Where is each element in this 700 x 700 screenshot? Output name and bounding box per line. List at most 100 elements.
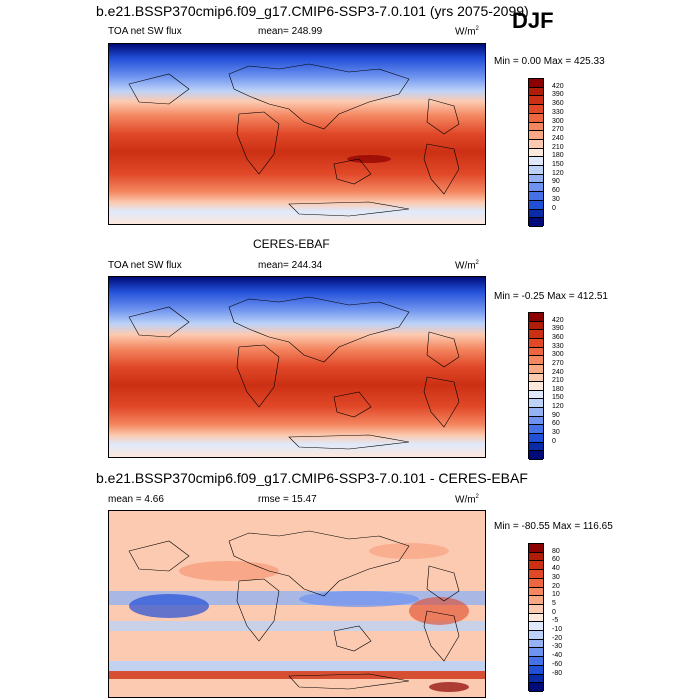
colorbar-tick-label: 20 xyxy=(552,582,560,590)
colorbar-tick-label: 210 xyxy=(552,143,564,151)
panel2-map-svg xyxy=(109,277,485,457)
colorbar-segment xyxy=(529,613,543,623)
colorbar-tick-label: 90 xyxy=(552,178,560,186)
colorbar-tick-label: 10 xyxy=(552,591,560,599)
colorbar-segment xyxy=(529,218,543,227)
colorbar-tick-label: -80 xyxy=(552,669,563,677)
panel1-colorbar xyxy=(528,78,544,227)
colorbar-segment xyxy=(529,434,543,443)
panel3-units-label: W/m2 xyxy=(455,494,479,506)
colorbar-segment xyxy=(529,622,543,632)
colorbar-segment xyxy=(529,209,543,219)
colorbar-tick-label: 0 xyxy=(552,437,556,445)
colorbar-tick-label: 240 xyxy=(552,368,564,376)
colorbar-segment xyxy=(529,587,543,597)
colorbar-tick-label: 5 xyxy=(552,599,556,607)
colorbar-segment xyxy=(529,148,543,158)
colorbar-segment xyxy=(529,113,543,123)
colorbar-tick-label: 90 xyxy=(552,411,560,419)
panel1-maximum-region xyxy=(347,155,391,163)
colorbar-segment xyxy=(529,183,543,193)
colorbar-segment xyxy=(529,544,543,553)
colorbar-segment xyxy=(529,373,543,383)
colorbar-tick-label: -60 xyxy=(552,660,563,668)
colorbar-tick-label: 360 xyxy=(552,333,564,341)
colorbar-tick-label: 30 xyxy=(552,573,560,581)
panel1-variable-label: TOA net SW flux xyxy=(108,26,182,37)
colorbar-tick-label: 360 xyxy=(552,100,564,108)
colorbar-segment xyxy=(529,321,543,331)
colorbar-tick-label: -5 xyxy=(552,617,559,625)
colorbar-segment xyxy=(529,425,543,435)
colorbar-tick-label: 180 xyxy=(552,152,564,160)
colorbar-tick-label: 390 xyxy=(552,91,564,99)
colorbar-segment xyxy=(529,578,543,588)
panel1-field xyxy=(109,44,485,224)
colorbar-tick-label: 300 xyxy=(552,351,564,359)
colorbar-tick-label: 270 xyxy=(552,359,564,367)
panel2-title: CERES-EBAF xyxy=(253,237,330,251)
panel2-coastlines xyxy=(128,296,460,450)
panel2-minmax-label: Min = -0.25 Max = 412.51 xyxy=(494,291,608,302)
colorbar-segment xyxy=(529,399,543,409)
colorbar-segment xyxy=(529,570,543,579)
colorbar-tick-label: 420 xyxy=(552,316,564,324)
colorbar-segment xyxy=(529,356,543,365)
colorbar-segment xyxy=(529,105,543,114)
colorbar-segment xyxy=(529,596,543,605)
panel2-colorbar xyxy=(528,312,544,460)
colorbar-segment xyxy=(529,347,543,357)
colorbar-segment xyxy=(529,639,543,649)
colorbar-tick-label: 30 xyxy=(552,195,560,203)
colorbar-tick-label: 60 xyxy=(552,420,560,428)
panel2-map xyxy=(108,276,486,458)
colorbar-tick-label: 120 xyxy=(552,403,564,411)
colorbar-segment xyxy=(529,174,543,184)
panel3-title: b.e21.BSSP370cmip6.f09_g17.CMIP6-SSP3-7.… xyxy=(96,470,528,486)
colorbar-segment xyxy=(529,79,543,88)
colorbar-tick-label: -10 xyxy=(552,626,563,634)
colorbar-tick-label: 330 xyxy=(552,108,564,116)
colorbar-tick-label: 60 xyxy=(552,187,560,195)
colorbar-segment xyxy=(529,87,543,97)
colorbar-segment xyxy=(529,330,543,339)
colorbar-segment xyxy=(529,683,543,692)
panel3-colorbar xyxy=(528,543,544,692)
panel3-rmse-label: rmse = 15.47 xyxy=(258,494,317,505)
panel2-variable-label: TOA net SW flux xyxy=(108,260,182,271)
panel3-map xyxy=(108,510,486,698)
colorbar-tick-label: 0 xyxy=(552,608,556,616)
colorbar-tick-label: 330 xyxy=(552,342,564,350)
panel3-mean-label: mean = 4.66 xyxy=(108,494,164,505)
panel1-title: b.e21.BSSP370cmip6.f09_g17.CMIP6-SSP3-7.… xyxy=(96,3,529,19)
colorbar-segment xyxy=(529,657,543,666)
colorbar-segment xyxy=(529,139,543,149)
colorbar-tick-label: -20 xyxy=(552,634,563,642)
colorbar-tick-label: 180 xyxy=(552,385,564,393)
colorbar-tick-label: 300 xyxy=(552,117,564,125)
colorbar-tick-label: 150 xyxy=(552,161,564,169)
colorbar-segment xyxy=(529,408,543,417)
panel1-map xyxy=(108,43,486,225)
colorbar-segment xyxy=(529,166,543,175)
colorbar-tick-label: 270 xyxy=(552,126,564,134)
colorbar-segment xyxy=(529,552,543,562)
panel3-minmax-label: Min = -80.55 Max = 116.65 xyxy=(494,521,613,532)
colorbar-tick-label: 420 xyxy=(552,82,564,90)
colorbar-segment xyxy=(529,192,543,201)
colorbar-segment xyxy=(529,157,543,167)
colorbar-segment xyxy=(529,442,543,452)
colorbar-tick-label: 210 xyxy=(552,377,564,385)
colorbar-segment xyxy=(529,674,543,684)
colorbar-tick-label: 240 xyxy=(552,134,564,142)
colorbar-segment xyxy=(529,390,543,400)
colorbar-segment xyxy=(529,313,543,322)
panel2-mean-label: mean= 244.34 xyxy=(258,260,323,271)
colorbar-segment xyxy=(529,665,543,675)
colorbar-segment xyxy=(529,338,543,348)
colorbar-segment xyxy=(529,631,543,640)
colorbar-tick-label: 390 xyxy=(552,325,564,333)
panel1-units-label: W/m2 xyxy=(455,26,479,38)
panel1-coastlines xyxy=(128,63,460,217)
season-label: DJF xyxy=(512,8,554,33)
